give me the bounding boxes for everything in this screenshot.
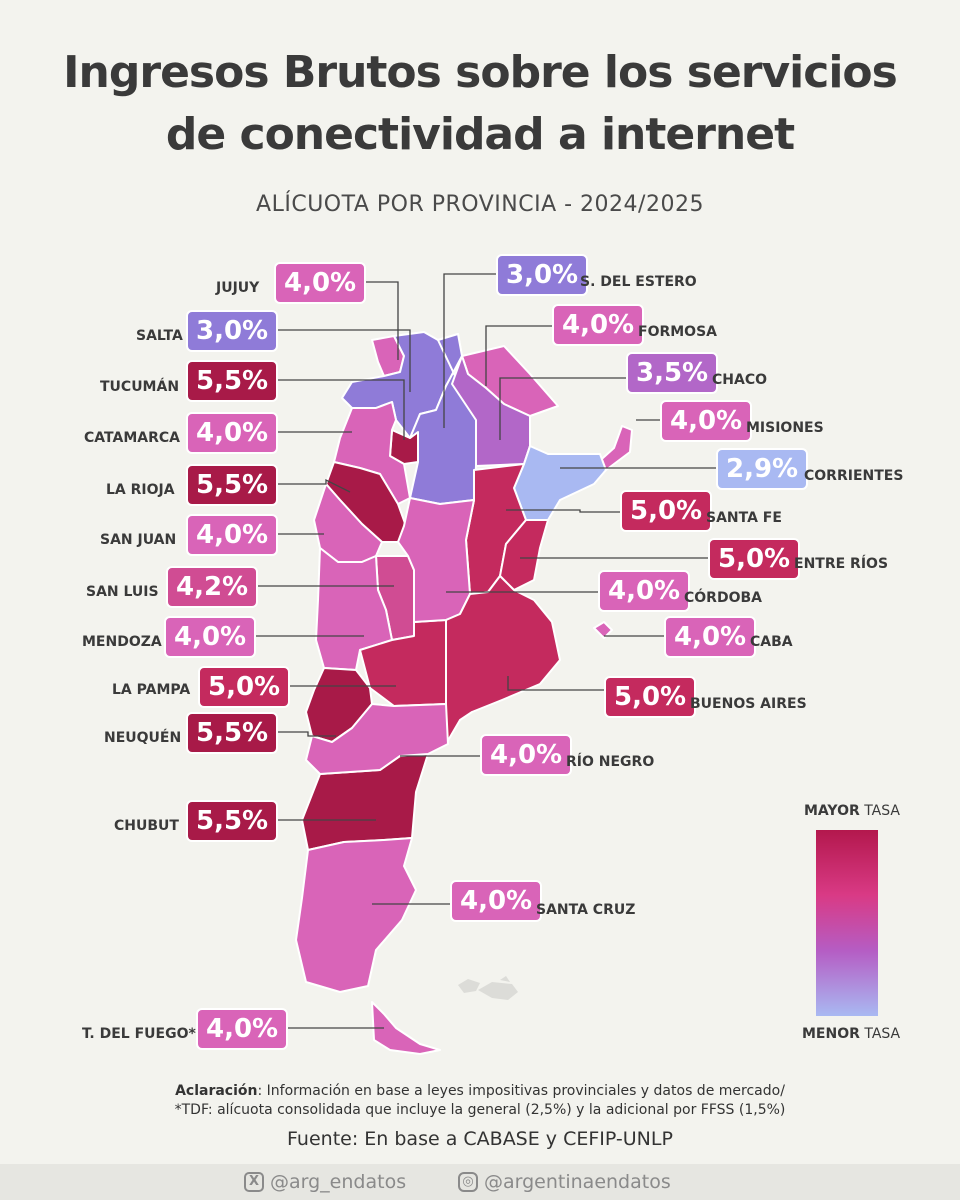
rate-badge-salta: 3,0% [186,310,279,352]
province-name-corrientes: CORRIENTES [804,468,904,484]
rate-badge-chaco: 3,5% [626,352,719,394]
leader-line-chaco [499,377,626,440]
title-line-2: de conectividad a internet [165,109,795,160]
malvinas-islands [458,976,518,1000]
province-name-larioja: LA RIOJA [106,482,175,498]
province-name-chubut: CHUBUT [114,818,179,834]
rate-badge-santafe: 5,0% [620,490,713,532]
rate-badge-caba: 4,0% [664,616,757,658]
province-name-tdf: T. DEL FUEGO* [82,1026,196,1042]
province-buenosaires[interactable] [445,575,561,745]
rate-badge-larioja: 5,5% [186,464,279,506]
rate-badge-corrientes: 2,9% [716,448,809,490]
province-name-entrerios: ENTRE RÍOS [794,556,889,572]
leader-line-santafe [506,509,620,513]
rate-badge-formosa: 4,0% [552,304,645,346]
province-name-tucuman: TUCUMÁN [100,379,180,395]
province-name-santacruz: SANTA CRUZ [536,902,636,918]
province-santacruz[interactable] [295,837,417,993]
page-title: Ingresos Brutos sobre los servicios de c… [0,42,960,166]
x-icon: X [244,1172,264,1192]
rate-badge-santacruz: 4,0% [450,880,543,922]
province-name-buenosaires: BUENOS AIRES [690,696,807,712]
source-note: Fuente: En base a CABASE y CEFIP-UNLP [287,1128,673,1150]
province-caba[interactable] [593,621,613,639]
rate-badge-chubut: 5,5% [186,800,279,842]
instagram-icon: ◎ [458,1172,478,1192]
province-name-formosa: FORMOSA [638,324,717,340]
rate-badge-neuquen: 5,5% [186,712,279,754]
province-name-misiones: MISIONES [746,420,824,436]
rate-badge-sanluis: 4,2% [166,566,259,608]
page-subtitle: ALÍCUOTA POR PROVINCIA - 2024/2025 [256,192,704,217]
rate-badge-mendoza: 4,0% [164,616,257,658]
province-name-chaco: CHACO [712,372,768,388]
leader-line-formosa [485,325,552,386]
province-name-lapampa: LA PAMPA [112,682,191,698]
province-name-salta: SALTA [136,328,183,344]
province-name-neuquen: NEUQUÉN [104,730,182,746]
province-name-rionegro: RÍO NEGRO [566,754,655,770]
province-tdf[interactable] [371,1001,441,1055]
province-name-cordoba: CÓRDOBA [684,590,762,606]
rate-badge-rionegro: 4,0% [480,734,573,776]
twitter-handle[interactable]: X @arg_endatos [244,1171,406,1193]
rate-badge-entrerios: 5,0% [708,538,801,580]
rate-badge-sdelestero: 3,0% [496,254,589,296]
instagram-handle[interactable]: ◎ @argentinaendatos [458,1171,671,1193]
rate-badge-tdf: 4,0% [196,1008,289,1050]
rate-badge-sanjuan: 4,0% [186,514,279,556]
legend-low-label: MENOR TASA [802,1026,901,1042]
rate-badge-buenosaires: 5,0% [604,676,697,718]
province-name-sdelestero: S. DEL ESTERO [580,274,697,290]
rate-badge-tucuman: 5,5% [186,360,279,402]
rate-badge-catamarca: 4,0% [186,412,279,454]
leader-line-tucuman [262,379,405,440]
province-name-catamarca: CATAMARCA [84,430,180,446]
clarification-note: Aclaración: Información en base a leyes … [174,1083,786,1118]
province-name-jujuy: JUJUY [216,280,260,296]
province-corrientes[interactable] [513,445,607,521]
province-name-sanluis: SAN LUIS [86,584,159,600]
province-name-caba: CABA [750,634,793,650]
leader-line-salta [262,329,411,392]
rate-badge-cordoba: 4,0% [598,570,691,612]
legend-high-label: MAYOR TASA [804,803,900,819]
province-name-sanjuan: SAN JUAN [100,532,177,548]
rate-badge-misiones: 4,0% [660,400,753,442]
rate-badge-jujuy: 4,0% [274,262,367,304]
leader-line-neuquen [262,731,336,737]
leader-line-buenosaires [507,676,604,691]
province-entrerios[interactable] [499,519,549,591]
title-line-1: Ingresos Brutos sobre los servicios [63,47,898,98]
province-name-mendoza: MENDOZA [82,634,162,650]
footer-bar: X @arg_endatos ◎ @argentinaendatos [0,1164,960,1200]
province-rionegro[interactable] [305,703,449,775]
leader-line-sdelestero [443,273,496,428]
leader-line-larioja [262,478,351,493]
legend-gradient-bar [816,830,878,1016]
rate-badge-lapampa: 5,0% [198,666,291,708]
province-name-santafe: SANTA FE [706,510,782,526]
